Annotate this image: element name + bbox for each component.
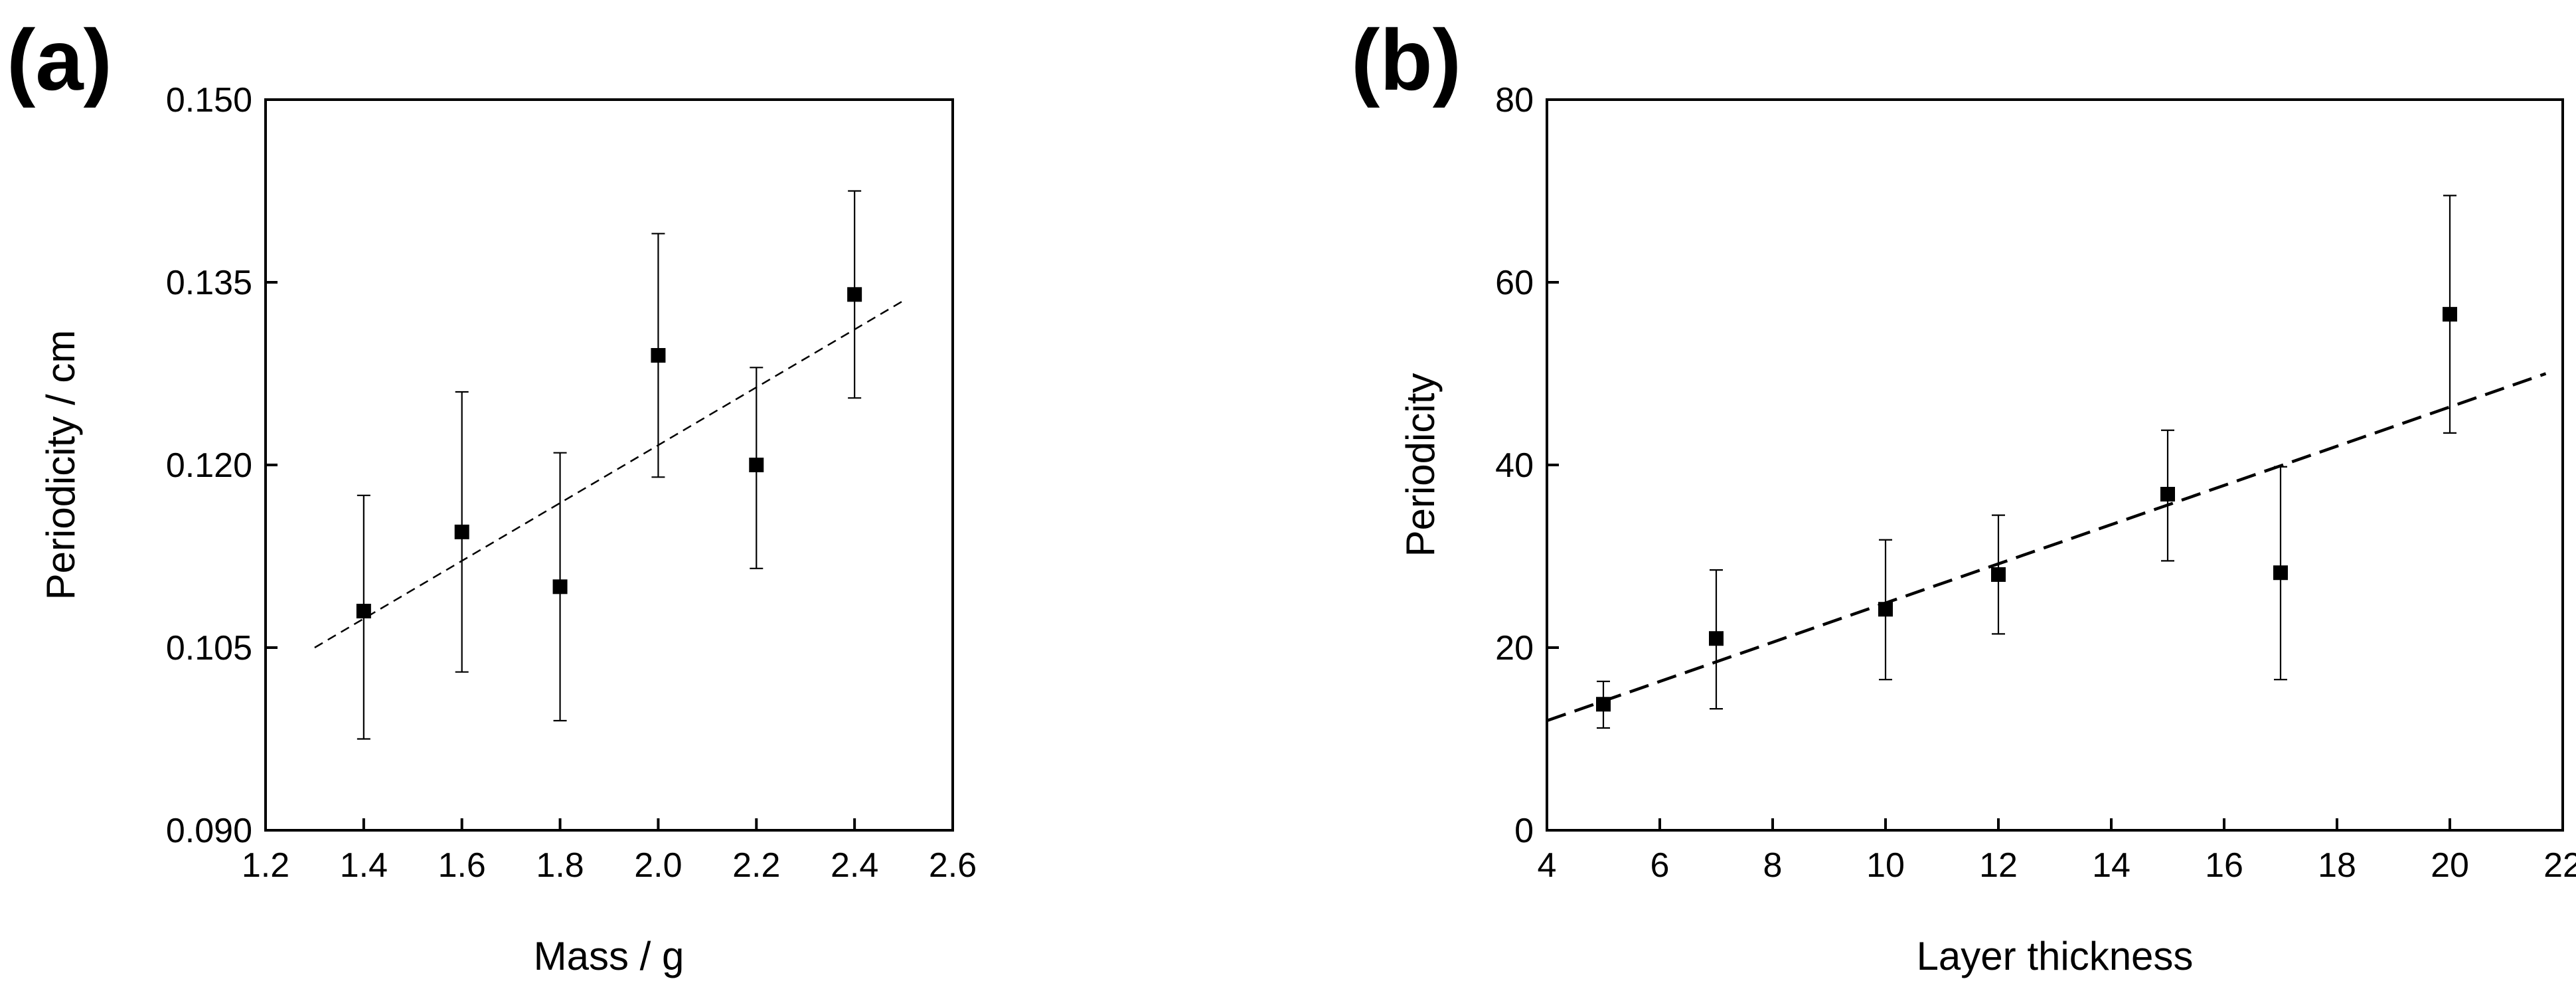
y-tick-label: 0.135	[166, 264, 252, 302]
panel-a: (a) 1.2 1.4 1.6 1.8 2.0 2.2 2.4 2.6 0.090 0.105 0.…	[7, 11, 977, 978]
x-tick-label: 16	[2205, 846, 2243, 885]
y-tick-label: 0	[1514, 812, 1534, 850]
data-point	[1709, 631, 1724, 646]
y-axis-title: Periodicity	[1398, 373, 1443, 557]
panel-label: (a)	[7, 11, 112, 108]
data-point	[1878, 602, 1893, 617]
panel-b: (b) 4 6 8 10 12 14 16 18 20 22 0 20 40 60 80 Layer thi…	[1351, 11, 2576, 978]
x-axis-title: Mass / g	[534, 934, 684, 978]
plot-frame	[264, 98, 954, 832]
y-tick-label: 80	[1495, 81, 1534, 120]
data-point	[749, 458, 764, 472]
x-tick-label: 10	[1866, 846, 1905, 885]
data-point	[454, 524, 469, 539]
fit-line	[314, 300, 904, 649]
x-tick-label: 14	[2092, 846, 2131, 885]
data-point	[2273, 565, 2288, 581]
data-point	[2160, 487, 2175, 501]
x-tick-label: 22	[2543, 846, 2576, 885]
data-point	[1596, 697, 1611, 712]
x-tick-label: 1.2	[242, 846, 289, 885]
y-axis-title: Periodicity / cm	[39, 330, 83, 600]
y-tick-label: 20	[1495, 629, 1534, 668]
y-tick-label: 40	[1495, 446, 1534, 485]
x-tick-label: 12	[1979, 846, 2018, 885]
x-tick-label: 2.6	[929, 846, 977, 885]
y-tick-label: 0.105	[166, 629, 252, 668]
y-tick-label: 0.090	[166, 812, 252, 850]
data-point	[1991, 567, 2006, 582]
x-tick-label: 18	[2318, 846, 2356, 885]
data-point	[847, 287, 862, 302]
x-tick-label: 20	[2431, 846, 2469, 885]
x-tick-label: 2.2	[732, 846, 780, 885]
data-point	[651, 348, 666, 363]
data-point	[2443, 307, 2457, 322]
x-tick-label: 1.8	[536, 846, 584, 885]
x-tick-label: 1.6	[438, 846, 486, 885]
fit-line	[1546, 372, 2547, 723]
x-tick-label: 8	[1763, 846, 1783, 885]
x-tick-label: 2.0	[634, 846, 682, 885]
y-tick-label: 60	[1495, 264, 1534, 302]
plot-frame	[1546, 98, 2564, 832]
x-tick-label: 6	[1650, 846, 1670, 885]
data-point	[356, 604, 371, 618]
x-tick-label: 1.4	[340, 846, 388, 885]
panel-label: (b)	[1351, 11, 1461, 108]
x-tick-label: 4	[1538, 846, 1557, 885]
x-tick-label: 2.4	[831, 846, 878, 885]
data-point	[552, 579, 568, 594]
x-axis-title: Layer thickness	[1917, 934, 2194, 978]
y-tick-label: 0.120	[166, 446, 252, 485]
y-tick-label: 0.150	[166, 81, 252, 120]
